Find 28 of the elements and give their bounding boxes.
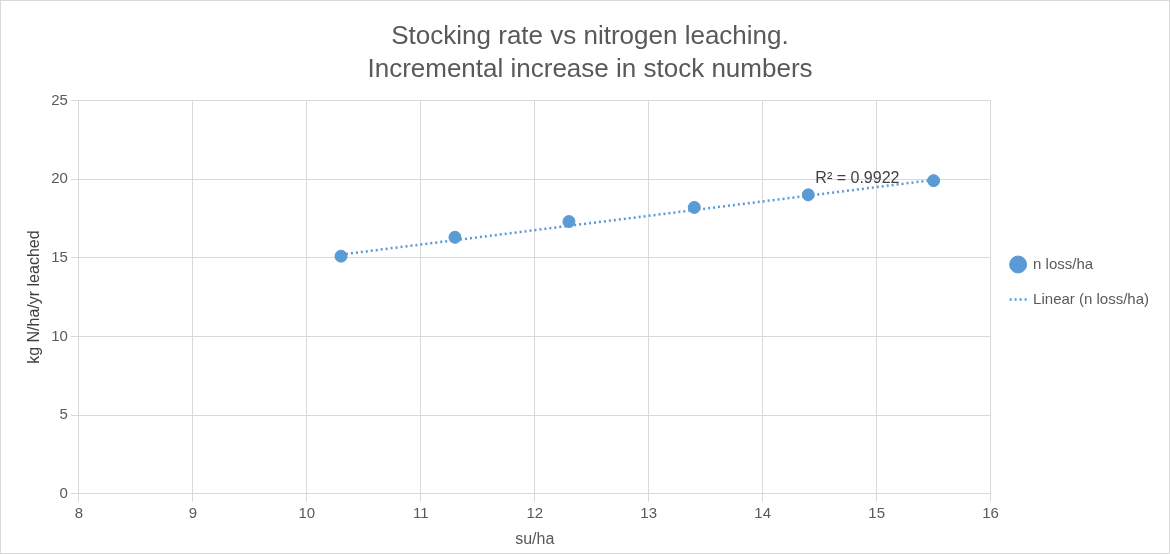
point — [334, 249, 348, 263]
y-tick-label: 5 — [59, 405, 68, 423]
point — [927, 174, 941, 188]
point — [448, 230, 462, 244]
annotation: R² = 0.9922 — [815, 169, 900, 187]
x-tick-label: 12 — [526, 503, 544, 521]
x-tick-label: 10 — [298, 503, 316, 521]
x-tick-label: 9 — [188, 503, 198, 521]
y-tick-label: 25 — [51, 90, 68, 108]
legend-label: n loss/ha — [1033, 254, 1094, 272]
point — [801, 188, 815, 202]
x-tick-label: 11 — [412, 503, 429, 521]
y-axis-title: kg N/ha/yr leached — [25, 230, 43, 364]
x-tick-label: 14 — [754, 503, 772, 521]
chart-title: Stocking rate vs nitrogen leaching. — [391, 19, 789, 50]
legend-label: Linear (n loss/ha) — [1033, 289, 1150, 307]
x-tick-label: 8 — [74, 503, 84, 521]
x-tick-label: 16 — [982, 503, 999, 521]
y-tick-label: 0 — [59, 483, 68, 501]
x-tick-label: 13 — [640, 503, 658, 521]
chart-subtitle: Incremental increase in stock numbers — [367, 52, 813, 83]
y-tick-label: 20 — [51, 169, 68, 187]
x-tick-label: 15 — [868, 503, 885, 521]
y-tick-label: 10 — [51, 326, 68, 344]
y-tick-label: 15 — [51, 247, 68, 265]
x-axis-title: su/ha — [515, 529, 555, 547]
point — [562, 215, 576, 229]
point — [687, 200, 701, 214]
